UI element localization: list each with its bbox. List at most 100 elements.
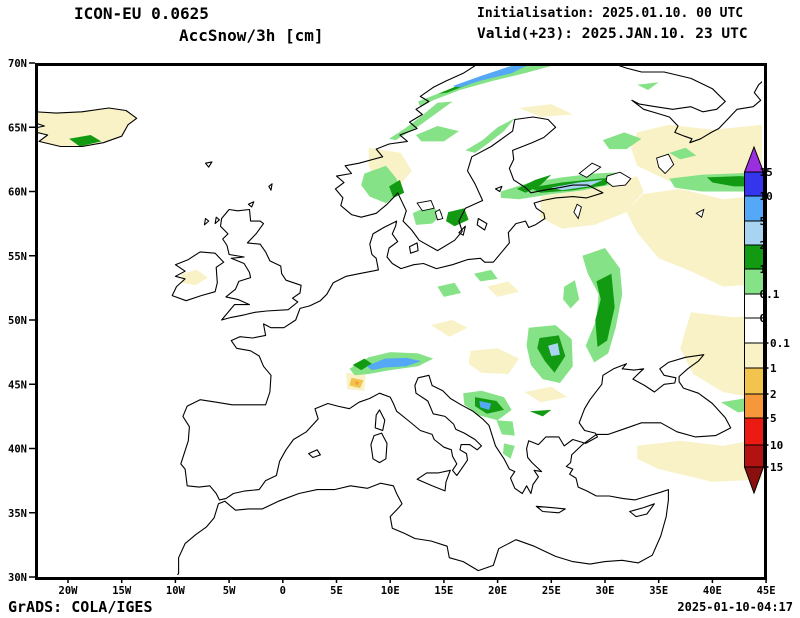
coastline-hebrides-1 bbox=[214, 216, 220, 225]
snow-region bbox=[496, 420, 515, 436]
map-content bbox=[37, 65, 762, 575]
snow-region bbox=[468, 348, 520, 374]
lake-saimaa bbox=[578, 162, 602, 178]
lat-label: 70N bbox=[8, 58, 27, 70]
snow-region bbox=[595, 273, 615, 347]
snow-region bbox=[389, 101, 453, 141]
coastline-hebrides-2 bbox=[203, 217, 210, 226]
coastline-iceland bbox=[37, 107, 138, 148]
colorbar-label: 1 bbox=[760, 263, 767, 276]
colorbar-label: 15 bbox=[770, 461, 783, 474]
coastline-shetland bbox=[268, 183, 273, 191]
colorbar-label: 2 bbox=[760, 239, 767, 252]
snow-region bbox=[465, 118, 515, 153]
snow-region bbox=[69, 135, 102, 147]
lon-label: 10W bbox=[166, 585, 186, 597]
lat-label: 35N bbox=[8, 508, 27, 520]
coastline-corsica bbox=[374, 409, 386, 432]
colorbar-bottom-arrow bbox=[743, 466, 765, 495]
coastline-faroe bbox=[204, 161, 213, 168]
snow-region bbox=[474, 269, 498, 282]
lat-label: 55N bbox=[8, 251, 27, 263]
lake-onega bbox=[656, 153, 675, 175]
creation-timestamp: 2025-01-10-04:17 bbox=[677, 600, 793, 614]
snow-region bbox=[602, 132, 642, 150]
snow-region bbox=[37, 108, 137, 147]
lon-label: 25E bbox=[542, 585, 561, 597]
snow-region bbox=[524, 386, 568, 403]
snow-region bbox=[361, 165, 400, 204]
snow-region bbox=[519, 104, 573, 117]
snow-region bbox=[416, 126, 459, 142]
lake-ladoga bbox=[605, 171, 632, 187]
grads-credit: GrADS: COLA/IGES bbox=[8, 598, 153, 616]
snow-region bbox=[412, 205, 443, 225]
lon-label: 20E bbox=[488, 585, 507, 597]
coastline-orkney bbox=[247, 201, 255, 208]
colorbar-label: 10 bbox=[770, 439, 783, 452]
lon-label: 45E bbox=[757, 585, 776, 597]
coastline-mallorca bbox=[308, 449, 321, 459]
colorbar-label: 5 bbox=[760, 215, 767, 228]
lon-label: 5E bbox=[330, 585, 343, 597]
valid-time: Valid(+23): 2025.JAN.10. 23 UTC bbox=[477, 26, 748, 42]
lat-label: 45N bbox=[8, 379, 27, 391]
snow-region bbox=[548, 343, 560, 356]
colorbar-label: 5 bbox=[770, 412, 777, 425]
colorbar-label: 0 bbox=[760, 312, 767, 325]
coastline-oland bbox=[458, 225, 466, 236]
model-title: ICON-EU 0.0625 bbox=[74, 4, 209, 23]
snow-region bbox=[486, 281, 520, 297]
lake-vattern bbox=[434, 208, 444, 221]
colorbar-segment bbox=[744, 342, 764, 369]
lon-label: 15E bbox=[434, 585, 453, 597]
coastline-great-britain bbox=[219, 208, 302, 321]
lon-label: 5W bbox=[223, 585, 236, 597]
snow-region bbox=[366, 357, 422, 371]
snow-region bbox=[446, 208, 469, 227]
map-frame bbox=[35, 63, 767, 580]
snow-region bbox=[563, 280, 580, 309]
lon-label: 35E bbox=[649, 585, 668, 597]
colorbar bbox=[743, 145, 765, 495]
snow-region bbox=[637, 438, 762, 482]
snow-region bbox=[630, 124, 762, 189]
snow-region bbox=[181, 269, 208, 286]
snow-region bbox=[637, 82, 659, 90]
lat-label: 60N bbox=[8, 187, 27, 199]
lat-label: 40N bbox=[8, 444, 27, 456]
colorbar-segment bbox=[744, 417, 764, 446]
lake-vanern bbox=[416, 199, 435, 212]
lat-label: 65N bbox=[8, 122, 27, 134]
lake-peipus bbox=[573, 203, 582, 220]
lon-label: 20W bbox=[59, 585, 79, 597]
snow-region bbox=[418, 65, 555, 107]
coastline-gotland bbox=[476, 217, 488, 231]
coastline-kola-white-sea bbox=[615, 65, 762, 144]
coastline-cyprus bbox=[629, 503, 655, 518]
colorbar-segment bbox=[744, 367, 764, 395]
colorbar-label: 2 bbox=[770, 388, 777, 401]
colorbar-top-arrow bbox=[743, 145, 765, 173]
coastline-aland bbox=[494, 185, 503, 193]
colorbar-segment bbox=[744, 444, 764, 468]
colorbar-label: 0.1 bbox=[770, 337, 790, 350]
variable-title: AccSnow/3h [cm] bbox=[179, 26, 324, 45]
lon-label: 10E bbox=[381, 585, 400, 597]
lon-label: 30E bbox=[596, 585, 615, 597]
lat-label: 30N bbox=[8, 572, 27, 584]
coastline-ireland bbox=[171, 251, 225, 302]
lon-label: 40E bbox=[703, 585, 722, 597]
snow-region bbox=[352, 358, 372, 371]
colorbar-label: 1 bbox=[770, 362, 777, 375]
snow-region bbox=[479, 401, 492, 410]
snow-region bbox=[437, 282, 462, 297]
lake-rybinsk bbox=[695, 208, 705, 218]
lon-label: 0 bbox=[280, 585, 286, 597]
snow-region bbox=[452, 65, 529, 88]
snow-region bbox=[680, 312, 762, 400]
coastline-sardinia bbox=[370, 432, 388, 464]
lat-label: 50N bbox=[8, 315, 27, 327]
